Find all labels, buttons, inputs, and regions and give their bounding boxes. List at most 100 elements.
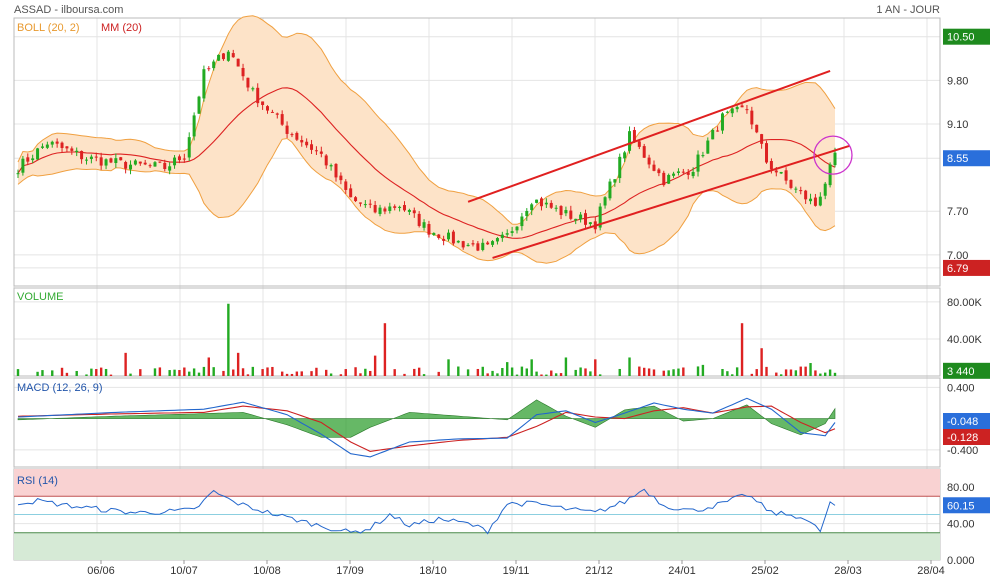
volume-bar [329,373,333,376]
volume-bar [520,366,524,376]
candle-body [554,207,558,209]
candle-body [295,132,299,140]
rsi-axis-label: 40.00 [947,519,975,531]
volume-bar [643,367,646,376]
candle-body [520,216,524,227]
candle-body [398,206,402,208]
volume-bar [241,368,245,376]
candle-body [70,148,74,151]
x-tick-label: 10/07 [170,565,198,577]
rsi-last-label-bg [943,497,990,514]
bollinger-upper [17,15,836,225]
volume-bar [457,366,460,376]
volume-bar [486,373,489,376]
volume-bar [95,369,98,376]
y-axes: 10.50 9.80 9.10 8.55 7.70 7.006.79 80.00K 40.00… [943,28,990,567]
candle-body [80,150,84,160]
candle-body [221,53,225,60]
chart-source-title: ASSAD - ilboursa.com [14,4,123,16]
candle-body [104,159,108,166]
volume-bar [109,374,113,376]
candle-body [774,170,778,173]
candle-body [442,238,446,241]
volume-bar [701,364,705,376]
volume-bar [667,370,670,376]
candle-body [628,131,632,151]
candle-body [818,196,822,206]
candle-body [236,58,240,67]
candle-body [275,113,279,115]
boll-title: BOLL (20, 2) [17,22,80,34]
volume-bar [188,371,191,376]
volume-bar [246,374,250,376]
candle-body [94,156,98,158]
volume-bar [344,369,347,376]
candle-body [241,67,245,77]
volume-bar [594,359,597,376]
candle-body [642,146,646,158]
volume-bar [598,374,602,376]
candle-body [530,204,534,211]
candle-body [114,158,118,164]
candle-body [662,172,666,186]
candle-body [129,164,133,170]
macd-histogram [17,399,836,438]
volume-bar [726,371,729,376]
volume-bar [212,367,215,376]
candle-body [760,134,764,144]
candle-body [564,210,568,214]
highlight-circle [813,135,853,175]
candle-body [36,148,40,160]
volume-bar [784,369,788,376]
candle-body [828,164,832,186]
candle-body [324,155,328,166]
volume-bar [515,374,519,376]
volume-bar [574,369,577,376]
volume-bar [638,366,641,376]
candle-body [779,171,783,174]
volume-bar [158,367,162,376]
candle-body [354,197,358,202]
macd-lines [17,397,836,458]
volume-bar [266,367,269,376]
volume-bar [496,373,499,376]
panel-frame [13,17,941,287]
x-tick-label: 19/11 [503,565,530,577]
candle-body [163,162,167,170]
candle-body [784,170,788,181]
candle-body [226,51,230,61]
candle-body [623,152,627,159]
candle-body [65,146,69,149]
candle-body [16,173,20,175]
candle-body [613,179,617,183]
candle-body [182,158,186,160]
x-tick-label: 17/09 [336,565,364,577]
candle-body [256,87,260,104]
candle-body [711,129,715,140]
volume-bar [202,366,206,376]
x-tick-label: 10/08 [253,565,281,577]
volume-bar [579,367,582,376]
macd-axis-label: 0.400 [947,382,975,394]
volume-bar [16,369,20,376]
candle-body [598,206,602,228]
volume-bar [261,369,264,376]
candle-body [26,157,30,162]
candle-body [124,162,128,169]
candle-body [432,233,436,235]
volume-bar [315,367,318,376]
volume-bar [173,369,176,376]
volume-bar [104,368,108,376]
volume-bar [491,370,494,376]
candle-body [60,142,64,149]
volume-bar [192,368,196,376]
candle-body [765,143,769,163]
bollinger-band [17,15,836,264]
candle-body [202,69,206,99]
candle-body [461,241,465,248]
macd-last-label-bg [943,413,990,429]
candle-body [603,197,607,206]
candle-body [89,156,93,160]
candle-body [637,141,641,147]
